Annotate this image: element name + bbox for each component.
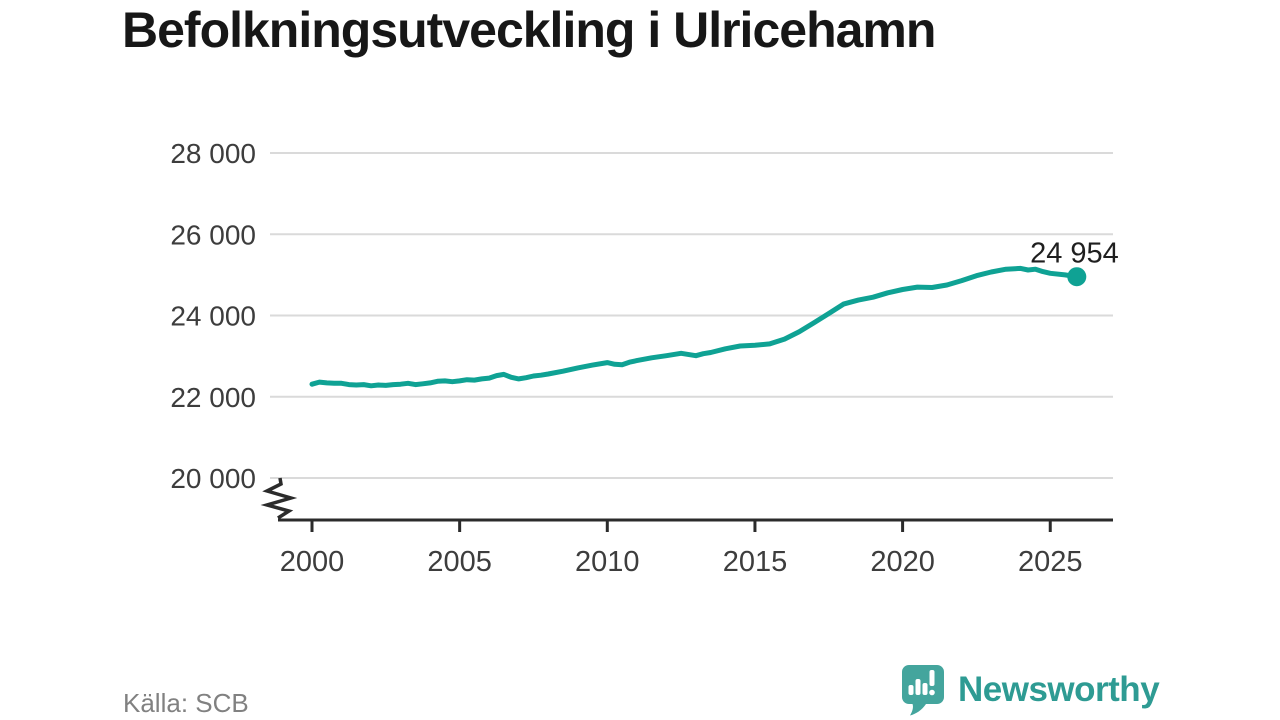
last-point-dot (1067, 267, 1087, 287)
y-axis-labels: 20 000 22 000 24 000 26 000 28 000 (170, 138, 256, 494)
x-tick-label: 2005 (427, 546, 492, 578)
axis-break-zigzag (260, 477, 298, 520)
gridlines (270, 152, 1113, 479)
y-tick-label: 20 000 (170, 463, 256, 494)
x-tick-label: 2020 (870, 546, 935, 578)
newsworthy-speech-bubble-bar-chart-icon (902, 665, 944, 716)
y-tick-label: 28 000 (170, 138, 256, 169)
x-tick-label: 2000 (280, 546, 345, 578)
y-tick-label: 22 000 (170, 382, 256, 413)
end-value-label: 24 954 (1030, 238, 1119, 270)
exclamation-bar (929, 670, 935, 686)
exclamation-dot (929, 689, 935, 696)
bar-chart-glyph (908, 670, 935, 696)
x-axis (278, 518, 1113, 532)
x-axis-labels: 2000 2005 2010 2015 2020 2025 (280, 546, 1083, 578)
x-tick-label: 2010 (575, 546, 640, 578)
y-tick-label: 26 000 (170, 219, 256, 250)
x-tick-label: 2025 (1018, 546, 1083, 578)
chart-title: Befolkningsutveckling i Ulricehamn (122, 2, 936, 58)
y-tick-label: 24 000 (170, 301, 256, 332)
source-note: Källa: SCB (123, 688, 249, 718)
population-line (309, 265, 1080, 389)
brand-logo: Newsworthy (898, 664, 1160, 716)
brand-name: Newsworthy (958, 670, 1160, 709)
x-tick-label: 2015 (723, 546, 788, 578)
